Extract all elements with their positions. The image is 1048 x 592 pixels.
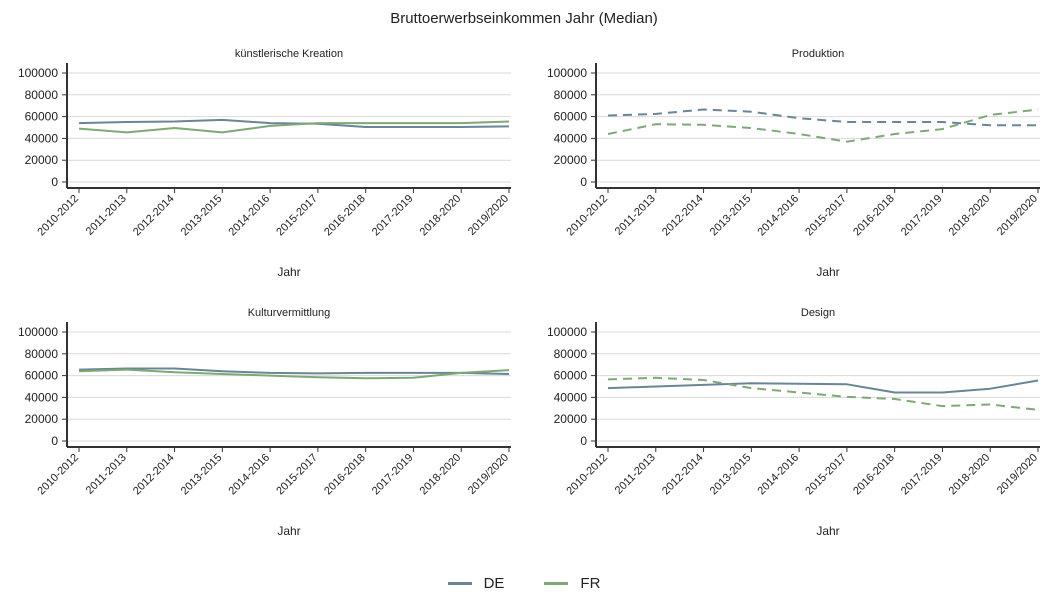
panel-title: Design bbox=[801, 307, 835, 319]
y-tick-label: 100000 bbox=[18, 325, 58, 339]
panel-title: Kulturvermittlung bbox=[248, 307, 331, 319]
x-tick-label: 2017-2019 bbox=[370, 193, 416, 239]
x-tick-label: 2014-2016 bbox=[756, 193, 802, 239]
x-tick-label: 2018-2020 bbox=[947, 452, 993, 498]
y-tick-label: 80000 bbox=[25, 347, 59, 361]
x-tick-label: 2018-2020 bbox=[418, 193, 464, 239]
x-axis-label: Jahr bbox=[816, 265, 839, 279]
panel-title: künstlerische Kreation bbox=[235, 48, 343, 60]
x-tick-label: 2013-2015 bbox=[179, 452, 225, 498]
y-tick-label: 40000 bbox=[554, 131, 588, 145]
x-axis-label: Jahr bbox=[277, 265, 300, 279]
legend: DE FR bbox=[0, 574, 1048, 592]
x-tick-label: 2011-2013 bbox=[613, 452, 658, 497]
y-tick-label: 60000 bbox=[554, 110, 588, 124]
y-tick-label: 20000 bbox=[25, 412, 59, 426]
x-tick-label: 2010-2012 bbox=[564, 452, 610, 498]
y-tick-label: 0 bbox=[580, 434, 587, 448]
x-tick-label: 2015-2017 bbox=[274, 193, 320, 239]
series-line-de bbox=[607, 108, 1038, 127]
x-tick-label: 2016-2018 bbox=[851, 193, 897, 239]
series-line-fr bbox=[607, 376, 1039, 411]
legend-label-de: DE bbox=[483, 574, 505, 592]
y-tick-label: 100000 bbox=[547, 325, 587, 339]
x-tick-label: 2011-2013 bbox=[613, 193, 658, 238]
series-line-fr bbox=[78, 368, 510, 380]
y-tick-label: 0 bbox=[580, 175, 587, 189]
chart-main-title: Bruttoerwerbseinkommen Jahr (Median) bbox=[390, 10, 658, 27]
y-tick-label: 60000 bbox=[25, 110, 59, 124]
x-tick-label: 2012-2014 bbox=[131, 452, 177, 498]
x-tick-label: 2011-2013 bbox=[84, 452, 129, 497]
legend-item-de: DE bbox=[447, 574, 505, 592]
y-tick-label: 40000 bbox=[554, 390, 588, 404]
y-tick-label: 100000 bbox=[547, 66, 587, 80]
series-line-de bbox=[607, 379, 1039, 394]
x-tick-label: 2015-2017 bbox=[803, 193, 849, 239]
y-tick-label: 80000 bbox=[554, 88, 588, 102]
x-tick-label: 2012-2014 bbox=[660, 193, 706, 239]
panel-3: Design 0 20000 40000 60000 80000 100000 2010-20… bbox=[547, 307, 1040, 538]
y-tick-label: 100000 bbox=[18, 66, 58, 80]
x-tick-label: 2014-2016 bbox=[227, 193, 273, 239]
x-axis-label: Jahr bbox=[816, 524, 839, 538]
x-tick-label: 2018-2020 bbox=[418, 452, 464, 498]
chart-canvas: künstlerische Kreation 0 20000 40000 60000 80… bbox=[18, 48, 1040, 538]
x-tick-label: 2013-2015 bbox=[708, 452, 754, 498]
legend-label-fr: FR bbox=[580, 574, 601, 592]
x-tick-label: 2014-2016 bbox=[756, 452, 802, 498]
legend-item-fr: FR bbox=[544, 575, 600, 592]
panel-1: Produktion 0 20000 40000 60000 80000 100000 201… bbox=[547, 48, 1040, 279]
legend-swatch-de bbox=[447, 581, 472, 585]
x-tick-label: 2013-2015 bbox=[179, 193, 225, 239]
y-tick-label: 0 bbox=[51, 434, 58, 448]
x-tick-label: 2017-2019 bbox=[370, 452, 416, 498]
y-tick-label: 20000 bbox=[25, 153, 59, 167]
y-tick-label: 40000 bbox=[25, 390, 59, 404]
y-tick-label: 20000 bbox=[554, 412, 588, 426]
y-tick-label: 20000 bbox=[554, 153, 588, 167]
x-tick-label: 2016-2018 bbox=[322, 193, 368, 239]
series-line-fr bbox=[607, 108, 1039, 143]
x-tick-label: 2015-2017 bbox=[274, 452, 320, 498]
x-tick-label: 2011-2013 bbox=[84, 193, 129, 238]
x-tick-label: 2017-2019 bbox=[899, 193, 945, 239]
x-tick-label: 2010-2012 bbox=[35, 193, 81, 239]
x-tick-label: 2019/2020 bbox=[466, 193, 511, 238]
y-tick-label: 0 bbox=[51, 175, 58, 189]
panel-title: Produktion bbox=[792, 48, 845, 60]
x-tick-label: 2015-2017 bbox=[803, 452, 849, 498]
x-tick-label: 2017-2019 bbox=[899, 452, 945, 498]
x-tick-label: 2019/2020 bbox=[466, 452, 511, 497]
y-tick-label: 60000 bbox=[554, 369, 588, 383]
x-axis-label: Jahr bbox=[277, 524, 300, 538]
y-tick-label: 40000 bbox=[25, 131, 59, 145]
series-line-fr bbox=[78, 120, 510, 134]
x-tick-label: 2019/2020 bbox=[995, 193, 1040, 238]
x-tick-label: 2012-2014 bbox=[131, 193, 177, 239]
x-tick-label: 2018-2020 bbox=[947, 193, 993, 239]
panel-0: künstlerische Kreation 0 20000 40000 60000 80… bbox=[18, 48, 511, 279]
series-line-de bbox=[78, 118, 510, 128]
x-tick-label: 2016-2018 bbox=[851, 452, 897, 498]
x-tick-label: 2013-2015 bbox=[708, 193, 754, 239]
x-tick-label: 2016-2018 bbox=[322, 452, 368, 498]
y-tick-label: 60000 bbox=[25, 369, 59, 383]
x-tick-label: 2012-2014 bbox=[660, 452, 706, 498]
x-tick-label: 2019/2020 bbox=[995, 452, 1040, 497]
x-tick-label: 2010-2012 bbox=[35, 452, 81, 498]
panel-2: Kulturvermittlung 0 20000 40000 60000 80000 10… bbox=[18, 307, 511, 538]
x-tick-label: 2010-2012 bbox=[564, 193, 610, 239]
legend-swatch-fr bbox=[544, 581, 569, 585]
y-tick-label: 80000 bbox=[554, 347, 588, 361]
x-tick-label: 2014-2016 bbox=[227, 452, 273, 498]
y-tick-label: 80000 bbox=[25, 88, 59, 102]
series-line-de bbox=[78, 367, 510, 375]
